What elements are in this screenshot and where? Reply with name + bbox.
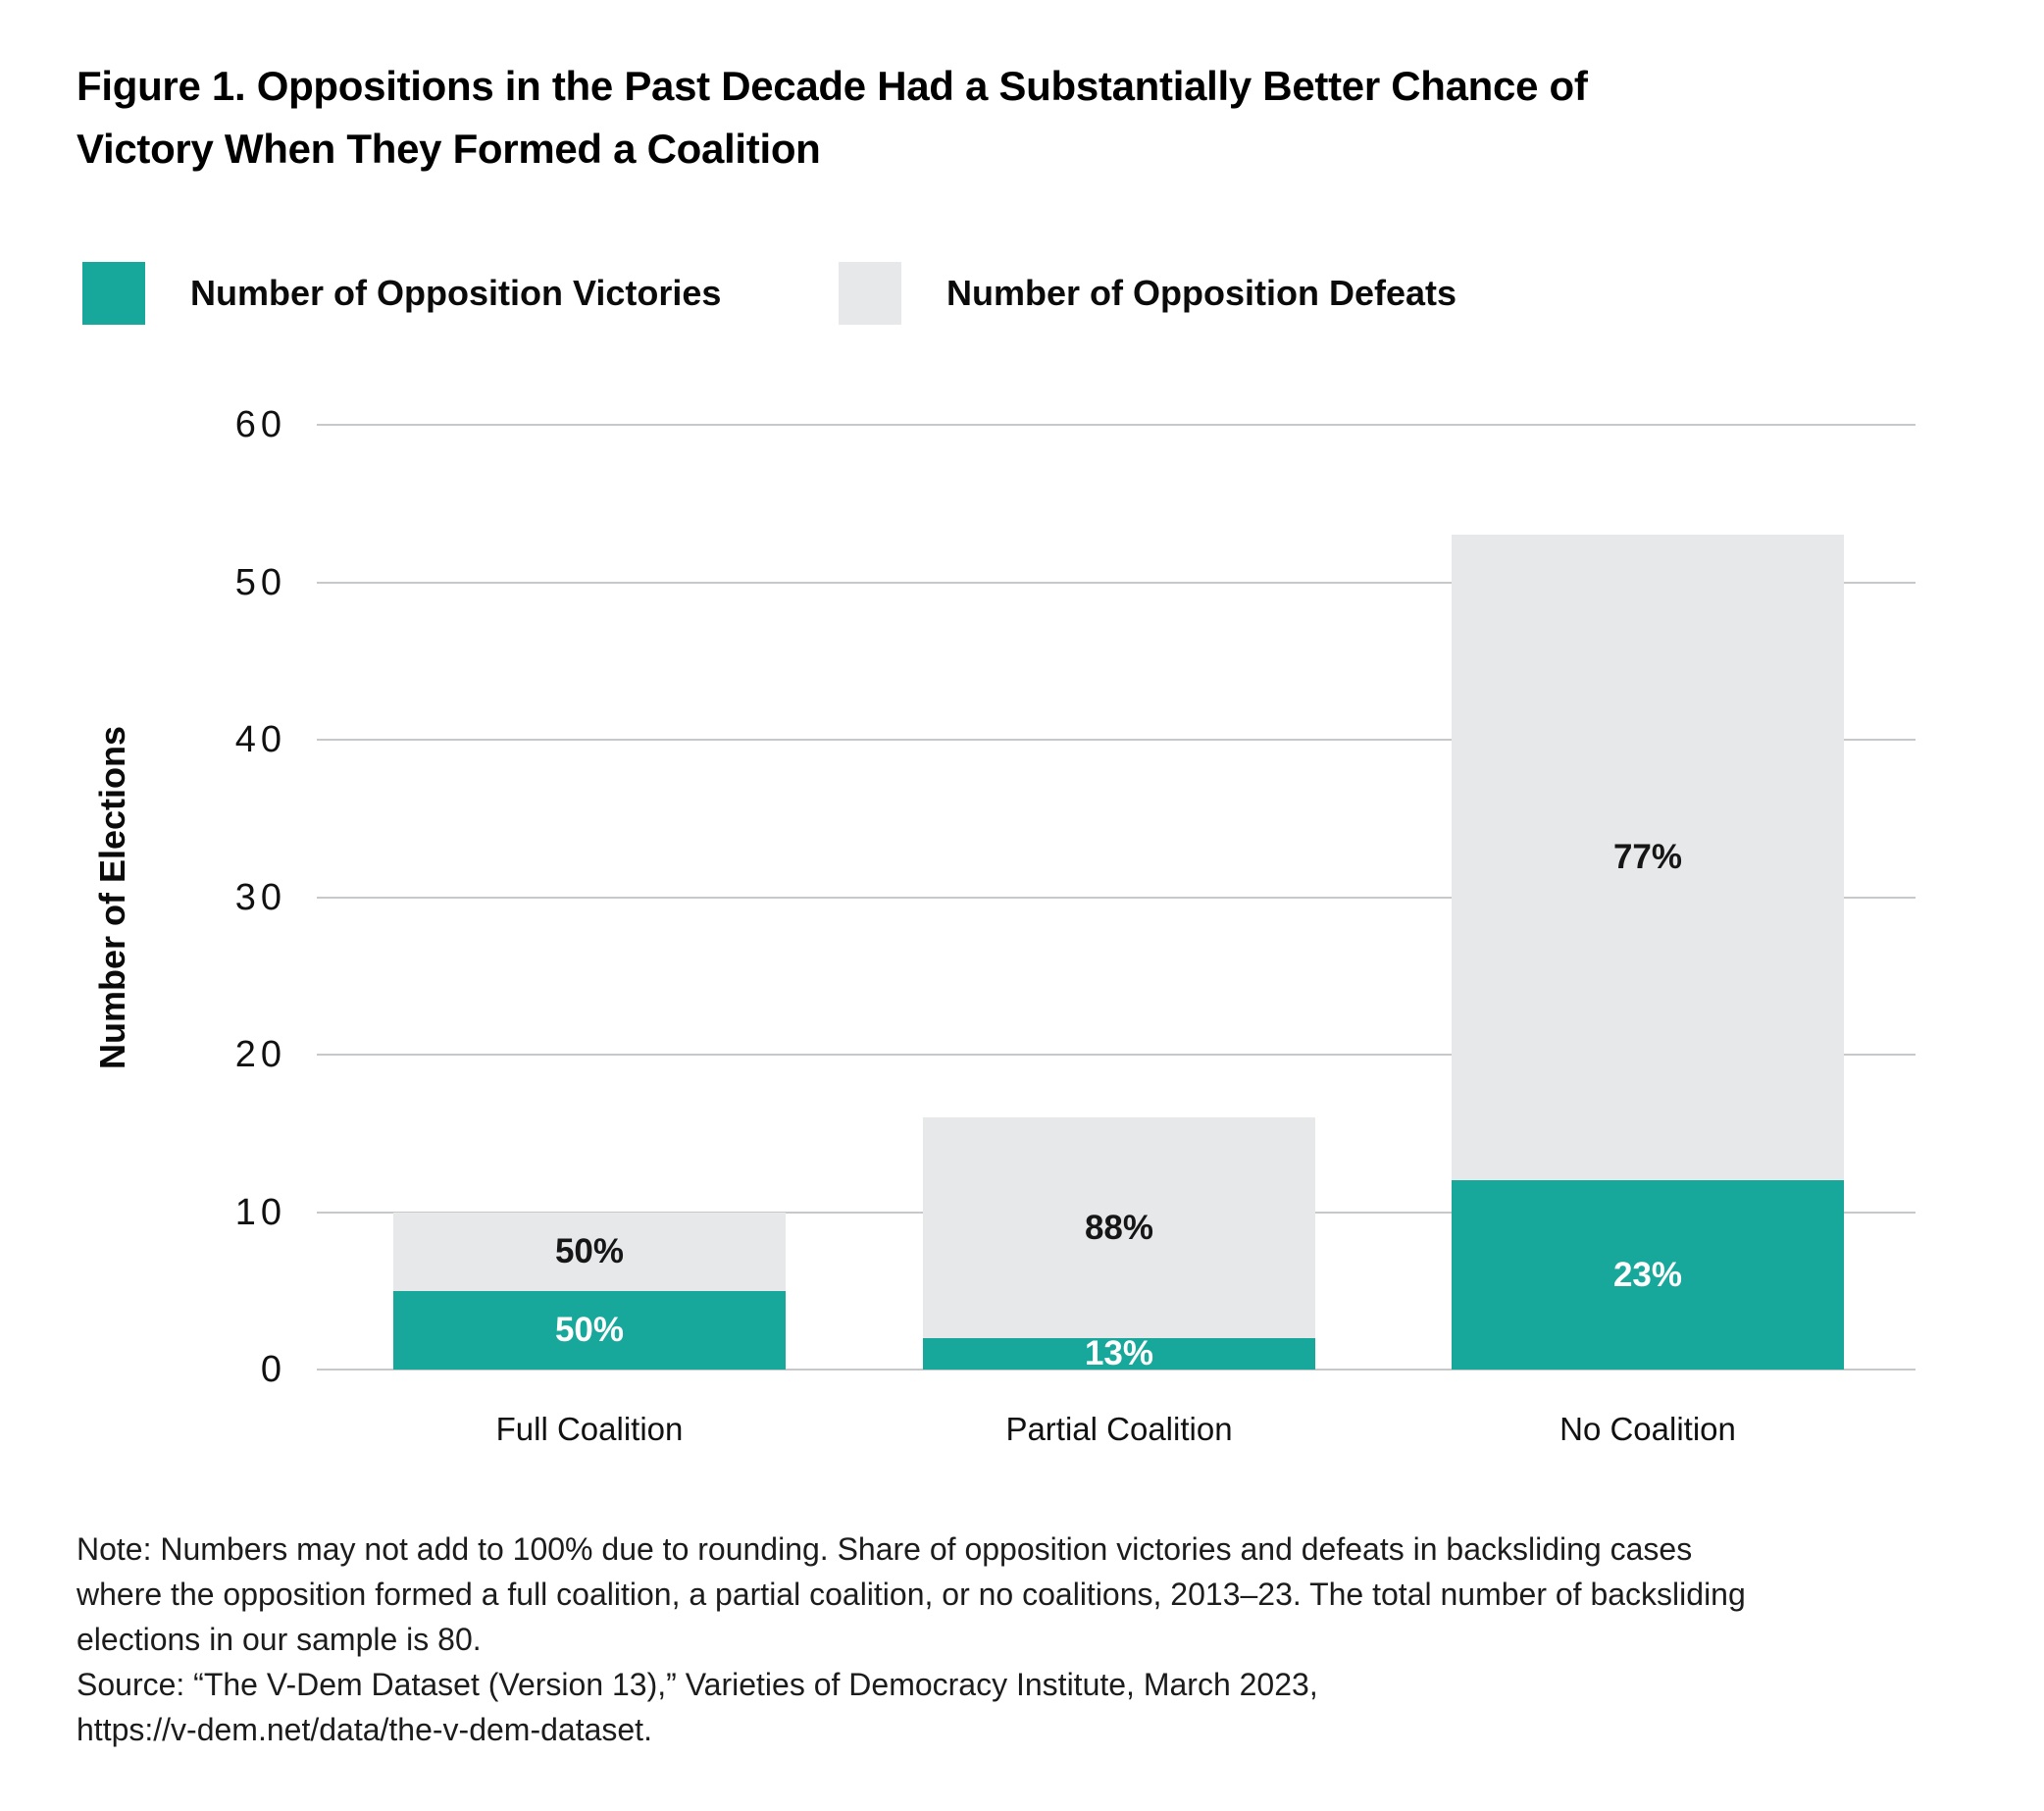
gridline-y-60 — [317, 424, 1916, 426]
y-tick-label-60: 60 — [234, 404, 286, 445]
bar-segment-defeats: 50% — [393, 1212, 786, 1291]
legend-item-defeats: Number of Opposition Defeats — [839, 261, 1456, 326]
bar-segment-defeats: 88% — [923, 1117, 1315, 1338]
gridline-y-20 — [317, 1054, 1916, 1056]
plot-area: 50% 50% Full Coalition 13% 88% Partial Coalit… — [317, 424, 1916, 1447]
y-tick-label-50: 50 — [234, 561, 286, 603]
figure-title: Figure 1. Oppositions in the Past Decade… — [77, 55, 1979, 181]
note-line: Note: Numbers may not add to 100% due to… — [77, 1531, 1693, 1567]
percent-label: 77% — [1612, 838, 1683, 877]
category-label-full-coalition: Full Coalition — [495, 1411, 684, 1447]
figure-title-line-1: Figure 1. Oppositions in the Past Decade… — [77, 63, 1588, 109]
bar-no-coalition: 23% 77% — [1452, 535, 1844, 1370]
source-line: https://v-dem.net/data/the-v-dem-dataset… — [77, 1712, 652, 1747]
note-and-source: Note: Numbers may not add to 100% due to… — [77, 1526, 1989, 1752]
bar-segment-victories: 23% — [1452, 1180, 1844, 1370]
percent-label: 50% — [554, 1310, 625, 1349]
legend-label-defeats: Number of Opposition Defeats — [946, 273, 1457, 313]
y-axis-tick-labels: 0 10 20 30 40 50 60 — [0, 404, 286, 1390]
percent-label: 88% — [1084, 1208, 1154, 1247]
gridline-y-40 — [317, 739, 1916, 741]
y-tick-label-30: 30 — [234, 876, 286, 918]
bar-segment-victories: 50% — [393, 1290, 786, 1370]
y-tick-label-20: 20 — [234, 1034, 286, 1075]
note-line: elections in our sample is 80. — [77, 1622, 482, 1657]
gridline-y-50 — [317, 581, 1916, 584]
percent-label: 23% — [1612, 1255, 1683, 1294]
legend-item-victories: Number of Opposition Victories — [82, 261, 721, 326]
legend: Number of Opposition Victories Number of… — [0, 261, 2044, 326]
y-tick-label-0: 0 — [260, 1349, 286, 1390]
y-tick-label-40: 40 — [234, 719, 286, 760]
note-line: where the opposition formed a full coali… — [77, 1577, 1746, 1612]
legend-label-victories: Number of Opposition Victories — [190, 273, 722, 313]
legend-swatch-victories — [82, 262, 145, 325]
bar-segment-victories: 13% — [923, 1334, 1315, 1372]
figure-title-line-2: Victory When They Formed a Coalition — [77, 126, 821, 172]
source-line: Source: “The V-Dem Dataset (Version 13),… — [77, 1667, 1318, 1702]
category-label-partial-coalition: Partial Coalition — [1005, 1411, 1233, 1447]
y-tick-label-10: 10 — [234, 1191, 286, 1233]
gridline-y-0 — [317, 1369, 1916, 1371]
gridline-y-30 — [317, 896, 1916, 899]
bar-partial-coalition: 13% 88% — [923, 1117, 1315, 1372]
percent-label: 13% — [1084, 1333, 1154, 1372]
category-label-no-coalition: No Coalition — [1559, 1411, 1736, 1447]
bar-full-coalition: 50% 50% — [393, 1212, 786, 1370]
percent-label: 50% — [554, 1231, 625, 1270]
bar-segment-defeats: 77% — [1452, 535, 1844, 1181]
legend-swatch-defeats — [839, 262, 901, 325]
